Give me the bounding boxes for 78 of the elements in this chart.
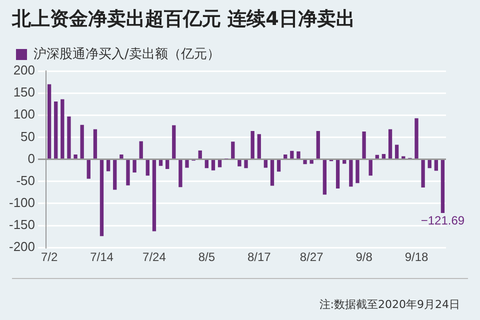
bar [60,99,64,159]
y-tick-label: 200 [13,62,36,78]
y-tick-label: 50 [20,128,36,144]
bar [349,160,353,187]
bar [257,134,261,159]
bar [165,160,170,170]
bar [322,160,327,195]
bar [126,160,130,186]
bar [368,160,372,176]
bar [178,160,182,188]
x-tick-label: 8/5 [198,250,216,264]
bar [402,156,406,159]
bar [414,118,418,159]
bar [316,131,320,159]
x-tick-label: 8/17 [247,250,272,264]
bar [303,160,307,164]
bar [440,160,445,214]
bar [54,101,58,159]
bar [146,160,150,176]
bar [204,160,209,168]
y-tick-label: 0 [28,150,36,166]
bar [139,141,143,159]
bar [86,160,90,179]
bar [434,160,438,171]
data-label: −121.69 [420,213,465,228]
legend-label: 沪深股通净买入/卖出额（亿元） [34,46,220,62]
x-tick-label: 7/2 [40,250,58,264]
bar [375,154,379,159]
bar [394,144,399,159]
bar [336,160,340,188]
bar [290,150,294,159]
bar [250,131,254,159]
bar [74,154,78,159]
bar [152,160,156,232]
bar [106,160,110,172]
bar [428,160,432,168]
bar [158,160,163,166]
bar [211,160,216,170]
bar [113,160,117,190]
bar [342,160,346,164]
y-tick-label: -100 [8,195,36,210]
bar [264,160,268,168]
bar [276,160,281,172]
x-tick-label: 8/27 [300,250,324,264]
bar [382,154,386,159]
bar [388,129,392,159]
y-tick-label: 150 [13,84,36,100]
bar [100,160,104,236]
bar [47,84,52,159]
bar [80,124,84,159]
chart-title: 北上资金净卖出超百亿元 连续4日净卖出 [12,7,355,32]
bar [296,151,300,159]
bar [198,150,202,159]
bar [238,160,242,166]
x-tick-label: 7/24 [142,250,166,264]
bar [270,160,274,186]
bar [218,160,222,168]
bar [172,125,176,159]
bar [284,154,288,159]
y-tick-label: 100 [13,106,36,122]
y-tick-label: -200 [8,239,36,254]
bar [231,142,235,159]
bar [132,160,136,173]
bar [93,129,98,159]
bar [244,160,248,168]
bar [185,160,189,168]
bar [356,160,360,184]
bar [120,154,124,159]
bar [421,160,425,188]
text: 注:数据截至2020年9月24日 [319,297,460,312]
bar [67,116,71,159]
y-tick-label: -50 [16,172,36,188]
x-tick-label: 9/8 [356,250,373,264]
bar [310,160,314,164]
x-tick-label: 7/14 [90,250,114,264]
x-tick-label: 9/18 [404,250,428,264]
bar [362,131,366,159]
y-tick-label: -150 [8,217,36,232]
